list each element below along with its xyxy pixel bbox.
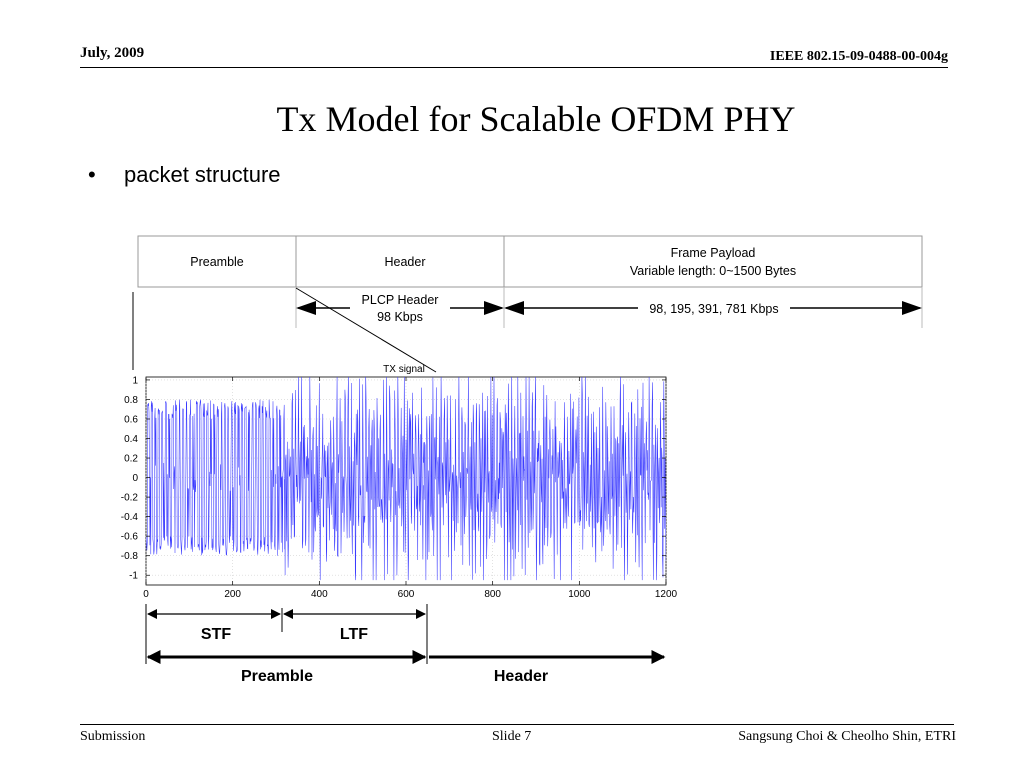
y-tick-label: -0.8 bbox=[121, 551, 139, 562]
ltf-label: LTF bbox=[340, 626, 368, 643]
x-tick-label: 0 bbox=[143, 589, 149, 600]
header-doc-id: IEEE 802.15-09-0488-00-004g bbox=[769, 49, 948, 64]
plcp-header-rate: 98 Kbps bbox=[377, 310, 423, 324]
y-tick-label: -0.6 bbox=[121, 532, 139, 543]
frame-payload-title: Frame Payload bbox=[671, 246, 756, 260]
payload-rate-label: 98, 195, 391, 781 Kbps bbox=[649, 302, 778, 316]
tx-signal-plot: 1 0.8 0.6 0.4 0.2 0 -0.2 -0.4 -0.6 -0.8 -1 0 200 400… bbox=[121, 364, 678, 600]
bullet-text: packet structure bbox=[124, 162, 281, 187]
y-tick-label: 0.4 bbox=[124, 434, 138, 445]
preamble-span-label: Preamble bbox=[241, 668, 313, 685]
plcp-header-label: PLCP Header bbox=[362, 293, 439, 307]
x-tick-label: 200 bbox=[224, 589, 241, 600]
header-span-label: Header bbox=[494, 668, 548, 685]
y-tick-label: 0 bbox=[132, 473, 138, 484]
x-tick-label: 600 bbox=[398, 589, 415, 600]
y-tick-label: 0.6 bbox=[124, 414, 138, 425]
header-rule bbox=[80, 67, 948, 68]
x-tick-label: 1200 bbox=[655, 589, 678, 600]
footer-authors: Sangsung Choi & Cheolho Shin, ETRI bbox=[738, 729, 956, 744]
frame-payload-length: Variable length: 0~1500 Bytes bbox=[630, 264, 796, 278]
stf-label: STF bbox=[201, 626, 231, 643]
y-axis: 1 0.8 0.6 0.4 0.2 0 -0.2 -0.4 -0.6 -0.8 -1 bbox=[121, 375, 666, 582]
footer-slide-number: Slide 7 bbox=[492, 729, 532, 744]
footer-rule bbox=[80, 724, 954, 725]
y-tick-label: 0.2 bbox=[124, 454, 138, 465]
signal-series-header bbox=[423, 377, 666, 581]
header-connector-line bbox=[295, 287, 437, 373]
signal-series-stf bbox=[146, 399, 285, 556]
y-tick-label: 1 bbox=[132, 375, 138, 386]
slide-title: Tx Model for Scalable OFDM PHY bbox=[276, 99, 796, 139]
y-tick-label: 0.8 bbox=[124, 395, 138, 406]
y-tick-label: -1 bbox=[129, 571, 138, 582]
footer-submission: Submission bbox=[80, 729, 146, 744]
signal-series-ltf bbox=[284, 377, 424, 581]
x-tick-label: 1000 bbox=[568, 589, 591, 600]
bullet-marker: • bbox=[88, 162, 96, 187]
frame-preamble-label: Preamble bbox=[190, 255, 244, 269]
frame-table: Preamble Header Frame Payload Variable l… bbox=[137, 235, 923, 328]
segment-annotations: STF LTF Preamble Header bbox=[145, 604, 666, 685]
x-axis: 0 200 400 600 800 1000 1200 bbox=[143, 377, 678, 600]
x-tick-label: 400 bbox=[311, 589, 328, 600]
plot-title: TX signal bbox=[383, 364, 425, 375]
y-tick-label: -0.4 bbox=[121, 512, 139, 523]
header-date: July, 2009 bbox=[80, 45, 145, 61]
x-tick-label: 800 bbox=[484, 589, 501, 600]
frame-header-label: Header bbox=[385, 255, 426, 269]
y-tick-label: -0.2 bbox=[121, 493, 139, 504]
